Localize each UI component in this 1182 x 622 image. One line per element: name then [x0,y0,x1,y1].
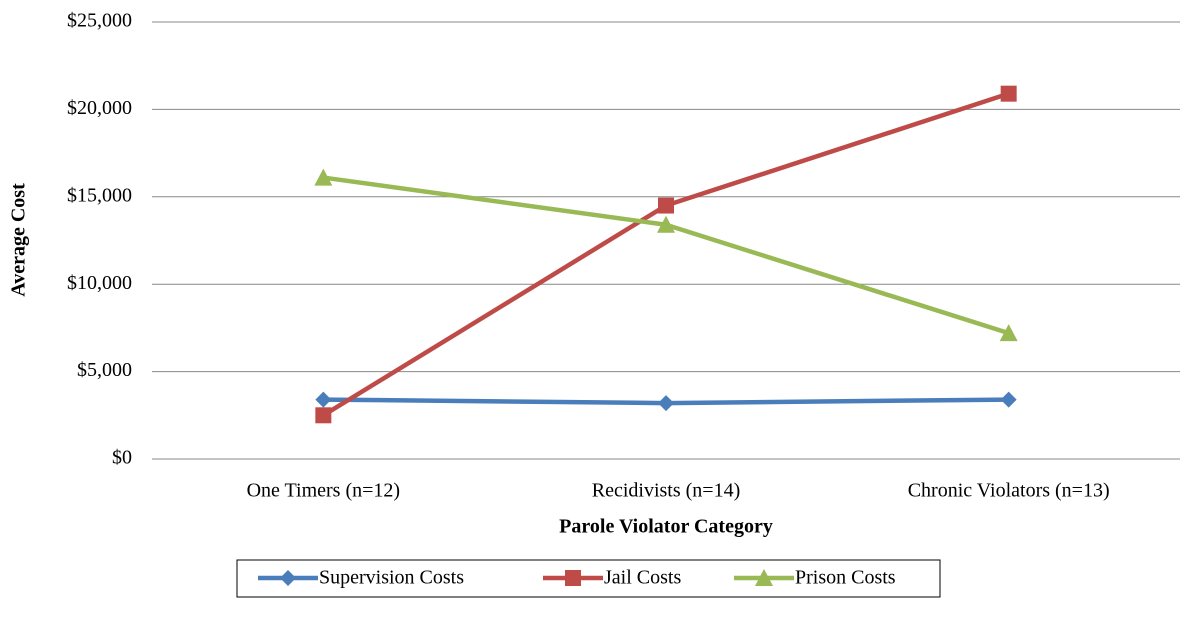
marker [999,324,1018,342]
legend-label: Jail Costs [604,567,681,589]
marker [657,215,675,233]
x-tick-label: One Timers (n=12) [247,480,401,502]
marker [314,168,333,186]
series-line [322,91,1010,418]
y-tick-label: $20,000 [67,97,132,119]
marker [658,197,674,214]
y-axis-label: Average Cost [8,183,30,297]
x-axis-label: Parole Violator Category [559,516,773,538]
legend-label: Supervision Costs [319,567,464,589]
y-tick-label: $25,000 [67,10,132,32]
marker [315,407,332,424]
legend-box [236,559,941,598]
y-tick-label: $10,000 [67,272,132,294]
x-tick-label: Chronic Violators (n=13) [908,480,1110,502]
legend-marker [280,570,296,586]
marker [1000,85,1017,102]
y-tick-label: $0 [112,447,132,469]
y-tick-label: $15,000 [67,184,132,206]
legend-label: Prison Costs [795,567,896,589]
marker [315,391,332,408]
marker [658,395,674,412]
legend-marker [755,569,773,586]
y-tick-label: $5,000 [77,359,132,381]
legend-marker [565,570,581,586]
x-tick-label: Recidivists (n=14) [592,480,741,502]
marker [1000,391,1017,408]
